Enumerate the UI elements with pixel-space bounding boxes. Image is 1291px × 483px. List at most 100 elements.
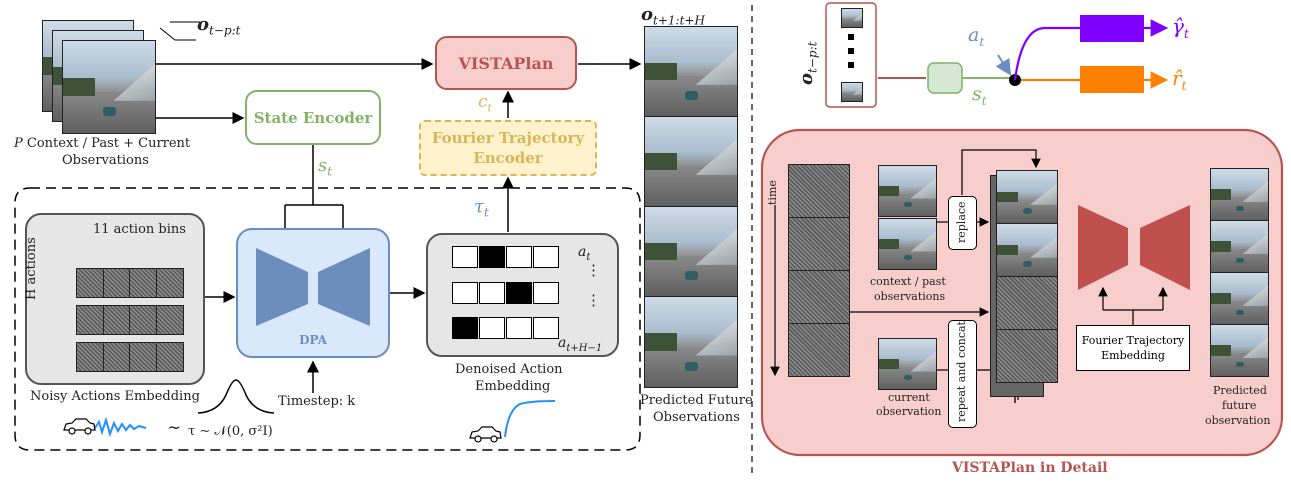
tau-distribution: τ ∼ 𝒩(0, σ²I)	[188, 424, 273, 439]
stack-frame-4	[996, 329, 1058, 383]
context-frame-1	[878, 165, 937, 217]
time-label: time	[766, 180, 779, 205]
sigmoid-curve-icon	[504, 400, 556, 438]
dot-2	[848, 48, 854, 54]
noise-cell	[129, 268, 157, 298]
denoised-label-1: Denoised Action	[455, 362, 563, 377]
pred-frame-4	[645, 297, 737, 387]
pred-label-1: Predicted Future	[640, 393, 753, 408]
vistaplan-box: VISTAPlan	[435, 36, 577, 90]
gamma-head	[1080, 15, 1144, 42]
fourier-emb-label-2: Embedding	[1101, 349, 1165, 362]
replace-box	[948, 196, 977, 250]
noise-cell	[102, 268, 131, 298]
action-bin-cell	[533, 282, 559, 304]
right-obs-label: ot−p:t	[796, 41, 820, 85]
vistaplan-label: VISTAPlan	[458, 53, 554, 73]
reward-head	[1080, 66, 1144, 93]
a-t-label: at	[578, 244, 591, 263]
pred-future-label-2: future	[1222, 399, 1257, 412]
c-t-label: ct	[478, 92, 492, 115]
pred-future-label-1: Predicted	[1213, 384, 1267, 397]
dpa-unet-shape	[256, 248, 370, 326]
action-bin-cell	[506, 317, 532, 339]
right-obs-thumb-1	[841, 8, 863, 28]
noise-cell	[155, 305, 184, 335]
noise-cell	[76, 342, 104, 372]
action-bin-cell	[479, 282, 505, 304]
out-frame-4	[1210, 324, 1269, 377]
stack-frame-1	[996, 170, 1058, 224]
fourier-encoder-label-2: Encoder	[473, 149, 543, 167]
unet-decoder-shape	[1140, 205, 1190, 290]
action-bin-cell	[506, 282, 532, 304]
vdots-1: ⋮	[586, 261, 601, 279]
obs-frame-front	[62, 40, 156, 134]
noise-frame-4	[788, 323, 850, 377]
action-bin-cell	[479, 246, 505, 268]
action-bin-cell	[506, 246, 532, 268]
noise-cell	[155, 268, 184, 298]
noisy-embedding-label: Noisy Actions Embedding	[30, 389, 200, 404]
repeat-concat-box	[948, 320, 977, 428]
pred-frame-1	[645, 27, 737, 117]
action-bin-cell	[452, 317, 478, 339]
gaussian-curve-icon	[197, 379, 275, 414]
context-past-label-2: observations	[874, 290, 946, 303]
noise-wave-icon	[94, 416, 147, 438]
noise-cell	[102, 305, 131, 335]
context-label-line2: Observations	[62, 153, 149, 168]
action-bins-label: 11 action bins	[93, 222, 186, 237]
obs-input-label: ot−p:t	[197, 14, 241, 38]
dashed-container	[14, 187, 641, 451]
r-hat-label: r̂t	[1172, 66, 1187, 93]
vdots-2: ⋮	[586, 291, 601, 309]
noise-cell	[129, 305, 157, 335]
action-bin-cell	[452, 282, 478, 304]
car-icon	[63, 418, 96, 435]
car-icon	[469, 426, 502, 443]
stack-frame-2	[996, 223, 1058, 277]
action-bin-cell	[533, 317, 559, 339]
detail-title: VISTAPlan in Detail	[952, 460, 1108, 476]
dot-1	[848, 34, 854, 40]
a-tH-label: at+H−1	[558, 335, 603, 354]
right-a-label: at	[968, 24, 985, 49]
action-bin-cell	[533, 246, 559, 268]
right-obs-thumb-2	[841, 82, 863, 102]
context-past-label-1: context / past	[870, 275, 946, 288]
fourier-embedding-box: Fourier Trajectory Embedding	[1076, 325, 1190, 371]
right-obs-box	[825, 2, 877, 108]
fourier-encoder-box: Fourier Trajectory Encoder	[419, 120, 597, 176]
noise-frame-2	[788, 217, 850, 271]
pred-label-2: Observations	[653, 410, 740, 425]
pred-frame-2	[645, 117, 737, 207]
tau-t-label: τt	[474, 196, 489, 220]
pred-future-label-3: observation	[1205, 414, 1271, 427]
state-encoder-label: State Encoder	[253, 108, 373, 127]
dpa-box: DPA	[236, 228, 390, 358]
dpa-label: DPA	[299, 333, 327, 347]
gamma-hat-label: γ̂t	[1172, 14, 1189, 41]
h-actions-label: H actions	[24, 237, 39, 300]
current-label-1: current	[888, 391, 930, 404]
dot-3	[848, 62, 854, 68]
obs-output-label: ot+1:t+H	[641, 4, 705, 28]
out-frame-2	[1210, 220, 1269, 273]
current-label-2: observation	[876, 405, 942, 418]
denoised-label-2: Embedding	[475, 379, 551, 394]
right-s-label: st	[972, 83, 987, 108]
replace-label: replace	[955, 201, 968, 243]
unet-encoder-shape	[1078, 205, 1128, 290]
predicted-future-strip	[644, 26, 738, 388]
tilde-symbol: ∼	[167, 418, 182, 438]
context-label: P Context / Past + Current	[14, 136, 191, 151]
stack-frame-3	[996, 276, 1058, 330]
noise-cell	[76, 305, 104, 335]
timestep-label: Timestep: k	[278, 394, 356, 409]
action-bin-cell	[479, 317, 505, 339]
noise-cell	[129, 342, 157, 372]
state-encoder-box: State Encoder	[245, 90, 381, 145]
fourier-encoder-label-1: Fourier Trajectory	[431, 129, 585, 147]
